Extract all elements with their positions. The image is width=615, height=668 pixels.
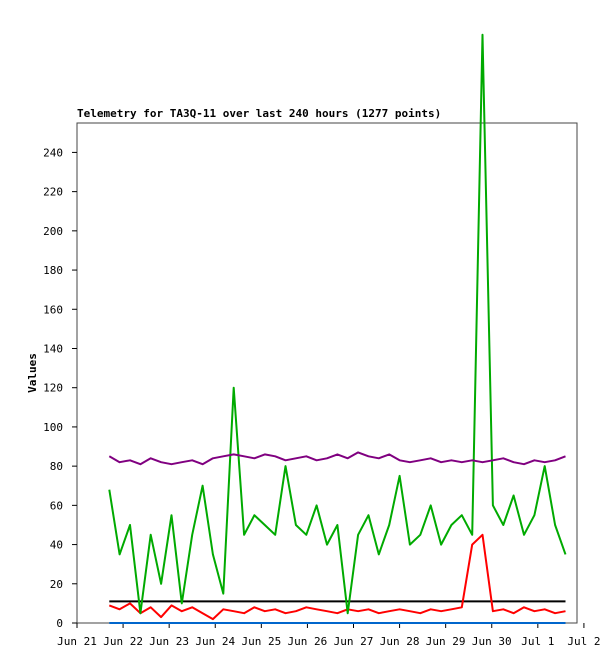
y-tick-label: 220 <box>43 186 63 199</box>
x-tick-label: Jun 28 <box>380 635 420 648</box>
y-tick-label: 240 <box>43 146 63 159</box>
x-tick-label: Jun 24 <box>195 635 235 648</box>
x-tick-label: Jun 26 <box>288 635 328 648</box>
y-tick-label: 160 <box>43 303 63 316</box>
y-tick-label: 80 <box>50 460 63 473</box>
plot-frame <box>76 122 578 624</box>
chart-title: Telemetry for TA3Q-11 over last 240 hour… <box>77 107 441 120</box>
x-tick-label: Jun 25 <box>241 635 281 648</box>
y-tick-label: 120 <box>43 382 63 395</box>
y-tick-label: 140 <box>43 342 63 355</box>
x-tick-label: Jun 30 <box>472 635 512 648</box>
x-tick-label: Jun 27 <box>334 635 374 648</box>
series-line <box>108 33 567 615</box>
x-tick-label: Jun 29 <box>426 635 466 648</box>
x-tick-label: Jun 22 <box>103 635 143 648</box>
y-axis-label: Values <box>26 353 39 393</box>
series-line <box>108 451 566 466</box>
y-tick-label: 20 <box>50 578 63 591</box>
y-tick-label: 180 <box>43 264 63 277</box>
x-tick-label: Jun 21 <box>57 635 97 648</box>
series-line <box>108 533 566 621</box>
x-tick-label: Jul 2 <box>567 635 600 648</box>
y-tick-label: 40 <box>50 539 63 552</box>
y-tick-label: 0 <box>56 617 63 630</box>
y-tick-label: 200 <box>43 225 63 238</box>
x-tick-label: Jul 1 <box>521 635 554 648</box>
x-tick-label: Jun 23 <box>149 635 189 648</box>
y-tick-label: 100 <box>43 421 63 434</box>
y-tick-label: 60 <box>50 499 63 512</box>
